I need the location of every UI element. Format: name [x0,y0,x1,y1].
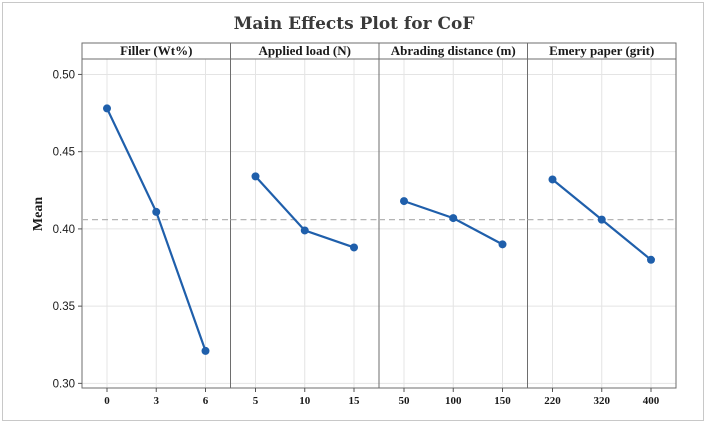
data-point [548,175,557,184]
x-tick-label: 100 [445,395,462,407]
y-tick-label: 0.35 [53,301,75,313]
chart-frame [2,2,704,421]
data-point [449,214,458,223]
x-tick-label: 150 [494,395,511,407]
x-tick-label: 6 [203,395,209,407]
x-tick-label: 15 [349,395,361,407]
chart-title: Main Effects Plot for CoF [234,14,475,34]
x-tick-label: 5 [253,395,259,407]
panel-label: Applied load (N) [259,43,351,58]
y-tick-label: 0.40 [53,224,75,236]
y-tick-label: 0.30 [53,378,75,390]
x-tick-label: 50 [399,395,411,407]
data-point [103,104,111,113]
data-point [251,172,260,181]
y-axis-label: Mean [31,197,46,231]
data-point [597,215,606,224]
y-tick-label: 0.45 [53,147,75,159]
x-tick-label: 0 [104,395,110,407]
x-tick-label: 10 [299,395,311,407]
panel-label: Emery paper (grit) [549,43,654,58]
data-point [300,226,309,235]
x-tick-label: 3 [154,395,160,407]
data-point [350,243,358,252]
y-tick-label: 0.50 [53,69,75,81]
x-tick-label: 220 [544,395,561,407]
panel-label: Filler (Wt%) [120,43,192,58]
data-point [647,255,655,264]
data-point [201,346,210,355]
x-tick-label: 400 [643,395,660,407]
data-point [152,207,161,216]
x-tick-label: 320 [594,395,611,407]
data-point [400,197,408,206]
panel-label: Abrading distance (m) [391,43,516,58]
data-point [498,240,507,249]
